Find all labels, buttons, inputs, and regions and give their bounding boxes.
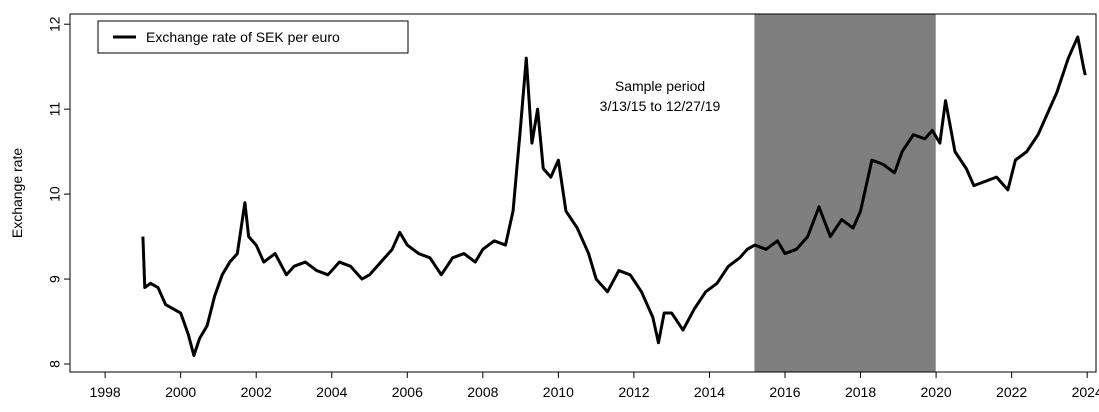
annotation: Sample period [615, 78, 705, 94]
y-axis-label: Exchange rate [9, 148, 25, 238]
y-tick-label: 12 [47, 16, 63, 32]
x-tick-label: 2020 [921, 384, 952, 400]
x-tick-label: 2006 [392, 384, 423, 400]
data-line [141, 35, 1087, 358]
x-tick-label: 2016 [769, 384, 800, 400]
x-tick-label: 2012 [618, 384, 649, 400]
x-tick-label: 2000 [165, 384, 196, 400]
x-tick-label: 2018 [845, 384, 876, 400]
y-tick-label: 9 [47, 275, 63, 283]
legend-box [97, 20, 409, 54]
plot-frame [69, 13, 1097, 373]
x-tick-label: 2010 [543, 384, 574, 400]
legend-label: Exchange rate of SEK per euro [146, 29, 340, 45]
x-tick-label: 2004 [316, 384, 347, 400]
x-tick-label: 2014 [694, 384, 725, 400]
x-tick-label: 2024 [1072, 384, 1099, 400]
annotation: 3/13/15 to 12/27/19 [600, 98, 721, 114]
y-tick-label: 8 [47, 360, 63, 368]
x-tick-label: 2002 [241, 384, 272, 400]
y-tick-label: 10 [47, 186, 63, 202]
x-tick-label: 2008 [467, 384, 498, 400]
y-tick-label: 11 [47, 102, 63, 117]
shaded-period [754, 14, 936, 372]
x-tick-label: 2022 [996, 384, 1027, 400]
x-tick-label: 1998 [90, 384, 121, 400]
